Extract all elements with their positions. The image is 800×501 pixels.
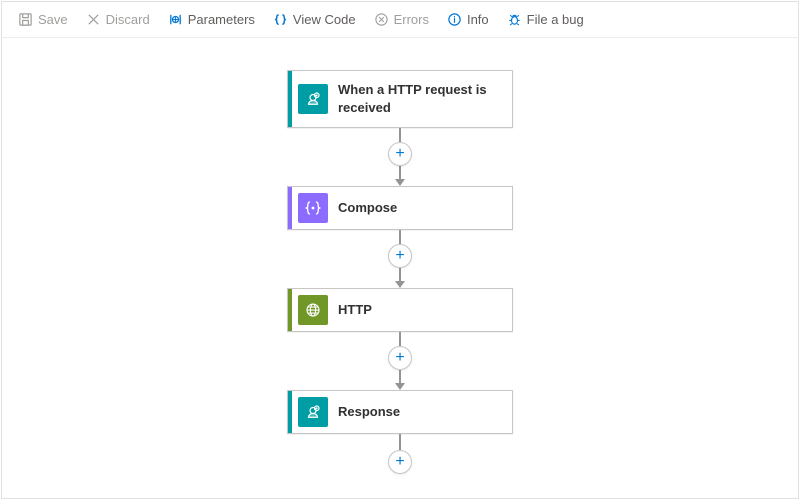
node-label: Compose [328, 187, 512, 229]
errors-label: Errors [394, 12, 429, 27]
flow-node[interactable]: When a HTTP request is received [287, 70, 513, 128]
connector: + [388, 332, 412, 390]
node-accent [288, 187, 292, 229]
request-icon [298, 397, 328, 427]
connector: + [388, 230, 412, 288]
save-button[interactable]: Save [10, 8, 76, 31]
connector-line [399, 434, 401, 450]
file-bug-button[interactable]: File a bug [499, 8, 592, 31]
connector-line [399, 268, 401, 282]
discard-label: Discard [106, 12, 150, 27]
node-accent [288, 391, 292, 433]
info-label: Info [467, 12, 489, 27]
flow-node[interactable]: Response [287, 390, 513, 434]
node-accent [288, 71, 292, 127]
info-icon [447, 12, 462, 27]
connector: + [388, 434, 412, 474]
add-step-button[interactable]: + [388, 346, 412, 370]
parameters-label: Parameters [188, 12, 255, 27]
request-icon [298, 84, 328, 114]
toolbar: Save Discard Parameters View Code Errors [2, 2, 798, 38]
node-label: When a HTTP request is received [328, 71, 512, 127]
parameters-button[interactable]: Parameters [160, 8, 263, 31]
errors-button[interactable]: Errors [366, 8, 437, 31]
parameters-icon [168, 12, 183, 27]
arrow-down-icon [395, 179, 405, 186]
add-step-button[interactable]: + [388, 450, 412, 474]
connector-line [399, 370, 401, 384]
view-code-button[interactable]: View Code [265, 8, 364, 31]
info-button[interactable]: Info [439, 8, 497, 31]
connector-line [399, 230, 401, 244]
errors-icon [374, 12, 389, 27]
connector-line [399, 128, 401, 142]
save-icon [18, 12, 33, 27]
discard-button[interactable]: Discard [78, 8, 158, 31]
arrow-down-icon [395, 281, 405, 288]
code-icon [273, 12, 288, 27]
node-accent [288, 289, 292, 331]
bug-icon [507, 12, 522, 27]
connector-line [399, 332, 401, 346]
compose-icon [298, 193, 328, 223]
node-label: Response [328, 391, 512, 433]
flow-node[interactable]: HTTP [287, 288, 513, 332]
view-code-label: View Code [293, 12, 356, 27]
add-step-button[interactable]: + [388, 244, 412, 268]
flow-node[interactable]: Compose [287, 186, 513, 230]
connector-line [399, 166, 401, 180]
http-icon [298, 295, 328, 325]
save-label: Save [38, 12, 68, 27]
file-bug-label: File a bug [527, 12, 584, 27]
node-label: HTTP [328, 289, 512, 331]
connector: + [388, 128, 412, 186]
close-icon [86, 12, 101, 27]
designer-canvas: When a HTTP request is received + Compose +… [2, 38, 798, 498]
add-step-button[interactable]: + [388, 142, 412, 166]
arrow-down-icon [395, 383, 405, 390]
